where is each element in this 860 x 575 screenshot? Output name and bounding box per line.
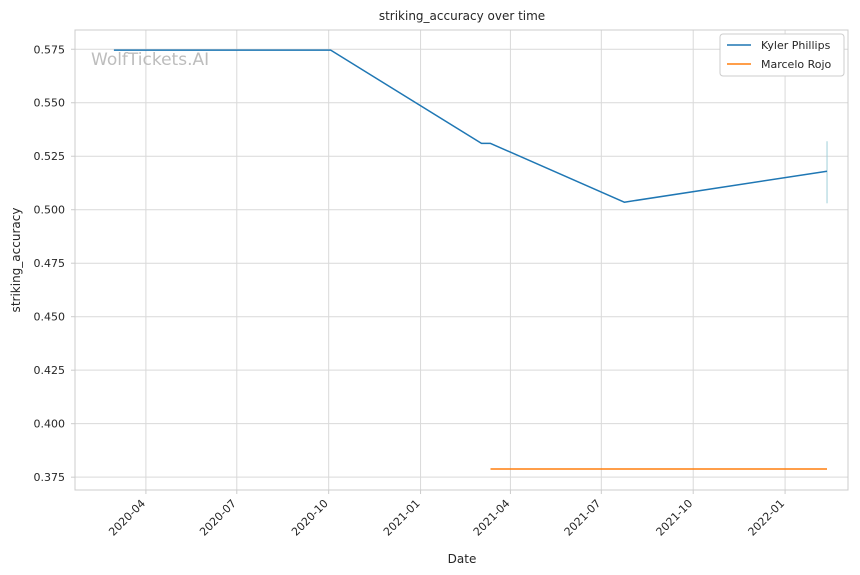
x-axis-title: Date <box>448 552 477 566</box>
y-tick-label: 0.450 <box>34 311 66 324</box>
y-tick-label: 0.375 <box>34 471 66 484</box>
y-tick-label: 0.475 <box>34 257 66 270</box>
watermark: WolfTickets.AI <box>91 50 209 70</box>
y-axis-title: striking_accuracy <box>9 208 23 313</box>
y-tick-label: 0.425 <box>34 364 66 377</box>
y-tick-label: 0.400 <box>34 418 66 431</box>
y-tick-label: 0.500 <box>34 204 66 217</box>
chart-title: striking_accuracy over time <box>379 9 545 23</box>
series-layer <box>113 49 828 470</box>
legend-label-kyler-phillips: Kyler Phillips <box>761 39 831 52</box>
series-line-kyler-phillips <box>113 49 828 203</box>
y-tick-label: 0.575 <box>34 43 66 56</box>
legend-label-marcelo-rojo: Marcelo Rojo <box>761 58 832 71</box>
y-tick-label: 0.525 <box>34 150 66 163</box>
legend: Kyler Phillips Marcelo Rojo <box>719 33 845 77</box>
plot-frame <box>74 29 849 491</box>
grid <box>75 30 848 490</box>
y-tick-label: 0.550 <box>34 97 66 110</box>
